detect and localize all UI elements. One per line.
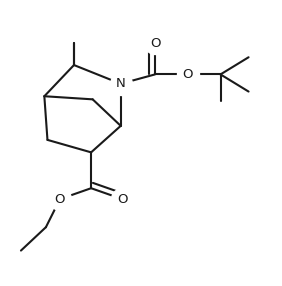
Point — [153, 41, 157, 45]
Text: O: O — [150, 37, 160, 50]
Point — [58, 197, 62, 201]
Point — [120, 197, 125, 201]
Point — [118, 82, 123, 86]
Text: O: O — [117, 193, 127, 206]
Point — [186, 72, 190, 77]
Text: O: O — [55, 193, 65, 206]
Text: O: O — [182, 68, 193, 81]
Text: N: N — [116, 77, 125, 90]
